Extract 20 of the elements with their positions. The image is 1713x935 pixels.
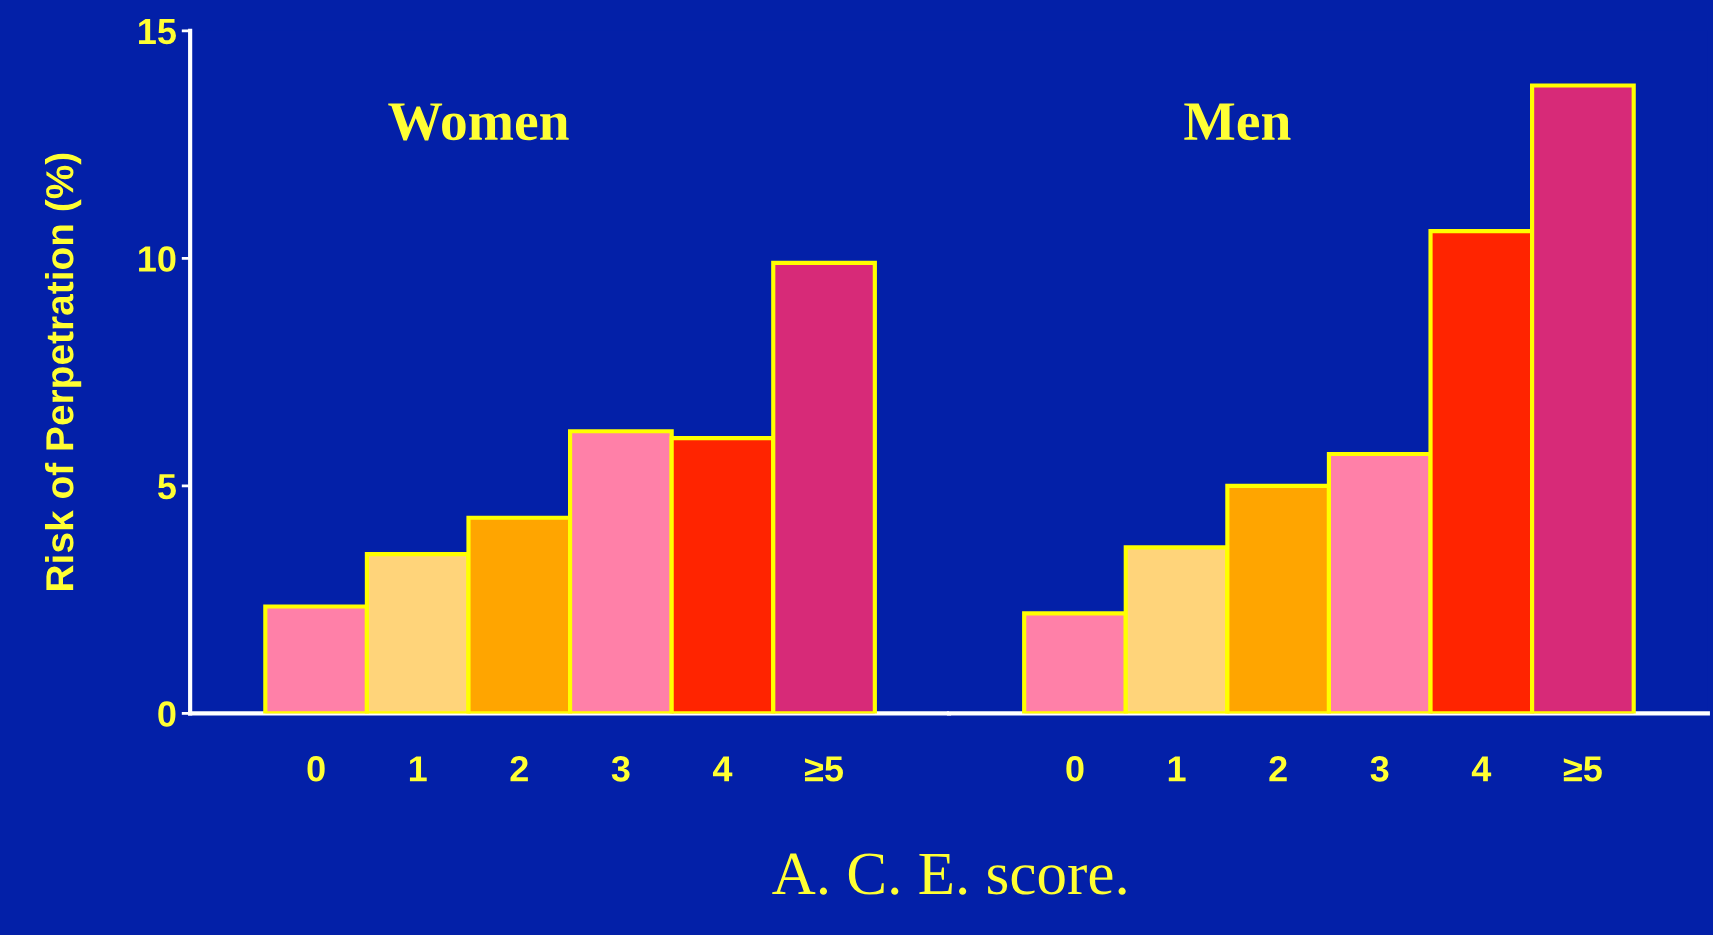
y-tick-label: 10	[139, 246, 176, 272]
x-tick-label: 2	[1269, 756, 1287, 782]
y-tick-label: 15	[139, 19, 176, 45]
x-tick-label: ≥5	[804, 756, 843, 782]
x-tick-label: 1	[409, 756, 427, 782]
y-tick-label: 5	[157, 474, 176, 500]
x-tick-label: 2	[510, 756, 528, 782]
x-tick-label: 0	[1066, 756, 1084, 782]
x-tick-label: 4	[1471, 756, 1492, 782]
x-tick-label: 1	[1168, 756, 1186, 782]
x-tick-label: 0	[307, 756, 325, 782]
x-tick-label: 3	[611, 756, 630, 782]
x-axis-title: A. C. E. score.	[772, 853, 1126, 895]
y-tick-label: 0	[158, 701, 176, 727]
text: Women	[388, 103, 569, 141]
x-tick-label: 4	[712, 756, 733, 782]
y-axis-title: Risk of Perpetration (%)	[44, 153, 82, 590]
x-tick-label: 3	[1370, 756, 1389, 782]
text: Men	[1184, 103, 1291, 141]
x-tick-label: ≥5	[1563, 756, 1602, 782]
